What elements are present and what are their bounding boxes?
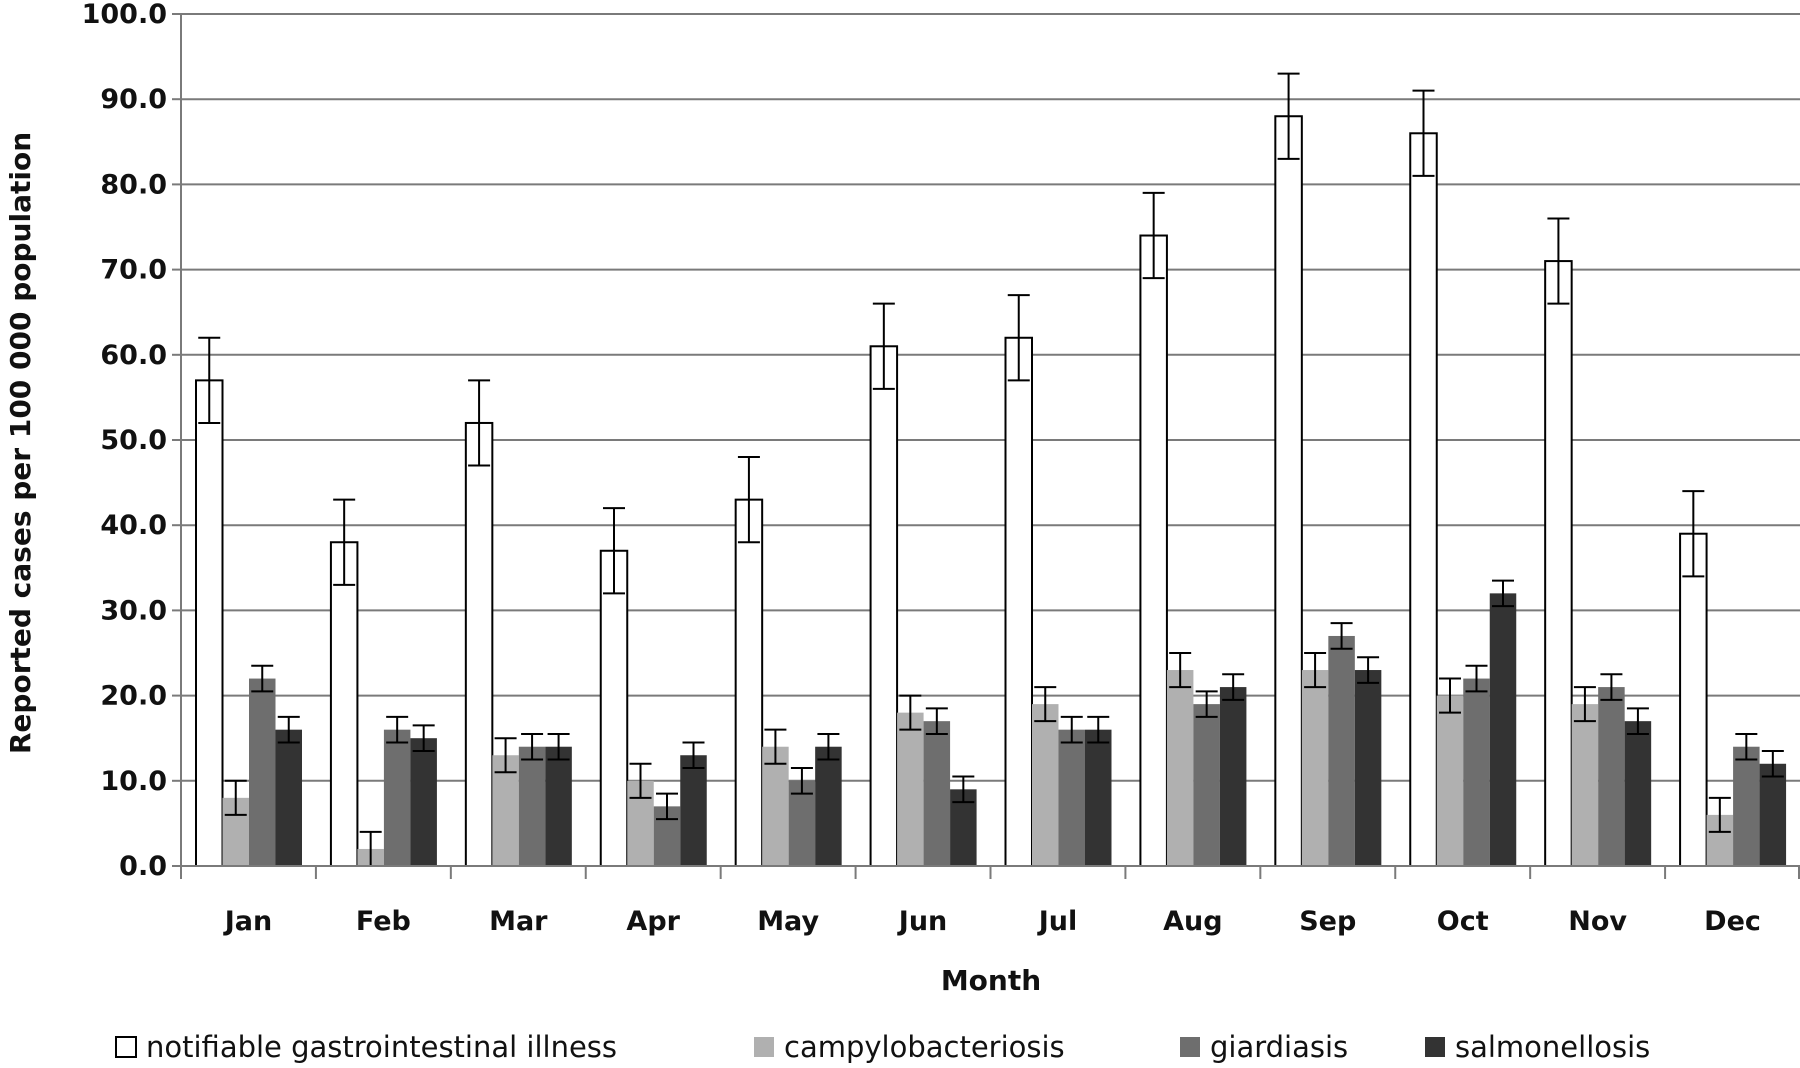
bar (545, 746, 572, 866)
y-tick-label: 70.0 (100, 255, 167, 286)
bar (1274, 115, 1303, 868)
x-tick-label: Dec (1704, 906, 1761, 937)
y-axis: 0.0 10.0 20.0 30.0 40.0 50.0 60.0 70.0 80.0 90.0 1… (82, 0, 182, 882)
bar (464, 421, 494, 867)
y-tick-label: 30.0 (100, 595, 167, 626)
legend-label: giardiasis (1210, 1030, 1348, 1064)
bars (195, 72, 1787, 868)
legend-swatch (1425, 1037, 1445, 1057)
bar (383, 729, 411, 866)
bar (869, 345, 899, 867)
bar (249, 678, 276, 866)
x-tick-label: Jan (223, 906, 273, 937)
bar (1679, 532, 1708, 867)
bar (1624, 721, 1652, 866)
bar (1409, 132, 1438, 867)
bar (762, 746, 789, 866)
x-tick-label: Aug (1163, 906, 1222, 937)
bar (1219, 687, 1247, 866)
bar (680, 755, 707, 866)
bar (1085, 729, 1112, 866)
x-tick-label: Jul (1037, 906, 1078, 937)
bar (329, 541, 359, 867)
x-tick-label: Oct (1437, 906, 1489, 937)
y-tick-label: 90.0 (100, 84, 167, 115)
legend-swatch (754, 1037, 774, 1057)
x-tick-label: Feb (356, 906, 411, 937)
y-tick-label: 10.0 (100, 766, 167, 797)
legend-swatch (1180, 1037, 1200, 1057)
bar (923, 721, 951, 866)
y-tick-label: 80.0 (100, 169, 167, 200)
x-tick-label: Sep (1299, 906, 1356, 937)
y-tick-label: 20.0 (100, 681, 167, 712)
x-tick-label: Mar (489, 906, 548, 937)
bar (1058, 729, 1085, 866)
bar (1544, 260, 1573, 867)
bar (1436, 695, 1464, 866)
bar (1463, 678, 1490, 866)
bar (1139, 234, 1168, 867)
bar (815, 746, 842, 866)
bar (788, 780, 816, 866)
bar (1489, 593, 1517, 866)
bar (1733, 746, 1760, 866)
y-tick-label: 0.0 (119, 851, 167, 882)
x-tick-label: Apr (626, 906, 680, 937)
bar (1328, 635, 1355, 866)
legend-label: salmonellosis (1455, 1030, 1650, 1064)
x-axis-title: Month (941, 964, 1041, 997)
bar (1166, 670, 1194, 866)
y-tick-label: 50.0 (100, 425, 167, 456)
bar (1032, 704, 1059, 866)
bar (1759, 763, 1787, 866)
legend: notifiable gastrointestinal illness campy… (115, 1030, 1650, 1064)
bar (518, 746, 546, 866)
bar (1571, 704, 1599, 866)
y-tick-label: 100.0 (82, 0, 167, 30)
x-tick-label: Nov (1568, 906, 1627, 937)
y-tick-label: 60.0 (100, 340, 167, 371)
bar (1004, 336, 1033, 867)
bar (492, 755, 519, 866)
bar (195, 379, 224, 867)
y-axis-title: Reported cases per 100 000 population (4, 132, 37, 754)
x-tick-label: Jun (897, 906, 948, 937)
bar (1598, 687, 1625, 866)
bar (599, 549, 629, 867)
bar (275, 729, 302, 866)
x-axis: Jan Feb Mar Apr May Jun Jul Aug Sep Oct Nov Dec (180, 865, 1800, 937)
bar (734, 498, 764, 867)
bar (410, 738, 437, 866)
bar (897, 712, 924, 866)
y-tick-label: 40.0 (100, 510, 167, 541)
legend-label: campylobacteriosis (784, 1030, 1065, 1064)
x-tick-label: May (757, 906, 819, 937)
legend-swatch (115, 1036, 137, 1058)
legend-label: notifiable gastrointestinal illness (146, 1030, 617, 1064)
bar (1301, 670, 1329, 866)
bar (1354, 670, 1382, 866)
bar (1193, 704, 1220, 866)
gridlines (181, 13, 1800, 782)
